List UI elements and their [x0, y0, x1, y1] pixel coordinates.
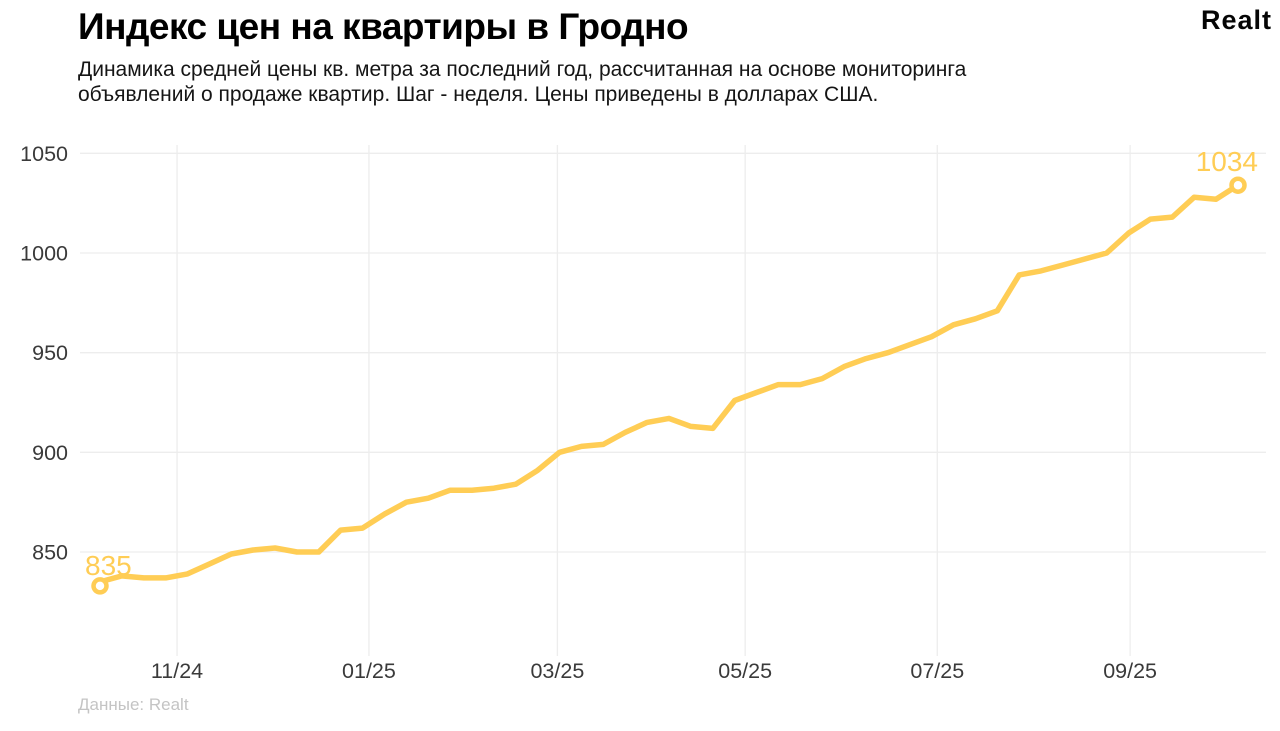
data-source-note: Данные: Realt: [78, 695, 189, 714]
start-point-marker: [91, 577, 109, 595]
x-axis-tick-label: 05/25: [718, 659, 772, 683]
y-axis-tick-label: 1050: [20, 142, 68, 166]
page-title: Индекс цен на квартиры в Гродно: [78, 6, 689, 47]
x-axis-tick-label: 11/24: [151, 659, 203, 683]
chart-subtitle: Динамика средней цены кв. метра за после…: [78, 57, 966, 107]
y-axis-tick-label: 900: [32, 441, 68, 465]
y-axis-tick-label: 1000: [20, 242, 68, 266]
start-value-label: 835: [85, 550, 132, 581]
y-axis-tick-label: 850: [32, 541, 68, 565]
x-axis-tick-label: 03/25: [530, 659, 584, 683]
chart-subtitle-line1: Динамика средней цены кв. метра за после…: [78, 58, 967, 81]
realt-logo: Realt: [1200, 5, 1272, 35]
price-index-line: [97, 182, 1241, 585]
y-axis-tick-label: 950: [32, 341, 68, 365]
x-axis-tick-label: 01/25: [342, 659, 396, 683]
x-axis-tick-label: 07/25: [910, 659, 964, 683]
chart-subtitle-line2: объявлений о продаже квартир. Шаг - неде…: [78, 83, 879, 106]
end-value-label: 1034: [1196, 146, 1258, 177]
end-point-marker: [1229, 176, 1247, 194]
x-axis-tick-label: 09/25: [1103, 659, 1157, 683]
